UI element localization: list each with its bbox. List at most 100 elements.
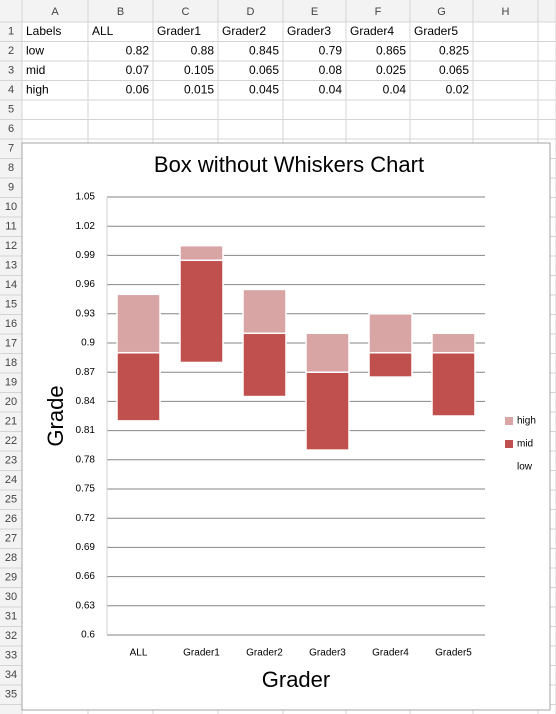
y-tick-label: 0.72 <box>76 513 96 524</box>
legend-label: mid <box>517 439 533 450</box>
y-tick-label: 0.81 <box>76 425 96 436</box>
row-header: 1 <box>8 26 14 38</box>
row-header: 17 <box>5 338 17 350</box>
bar-segment <box>242 288 287 335</box>
column-header: G <box>437 6 446 18</box>
column-header: A <box>51 6 59 18</box>
row-header: 24 <box>5 474 17 486</box>
chart: Box without Whiskers Chart Grader Grade … <box>21 142 551 711</box>
row-header: 21 <box>5 416 17 428</box>
row-header: 28 <box>5 552 17 564</box>
y-tick-label: 1.05 <box>76 192 96 203</box>
cell: 0.065 <box>439 63 469 77</box>
column-header: E <box>311 6 318 18</box>
row-header: 6 <box>8 123 14 135</box>
legend-label: high <box>517 416 536 427</box>
row-header: 5 <box>8 104 14 116</box>
bar-segment <box>305 332 350 373</box>
cell: 0.845 <box>249 43 279 57</box>
cell: 0.045 <box>249 82 279 96</box>
cell: 0.02 <box>446 82 470 96</box>
cell: Grader2 <box>222 24 266 38</box>
row-header: 4 <box>8 84 14 96</box>
row-header: 30 <box>5 591 17 603</box>
row-header: 8 <box>8 162 14 174</box>
cell: Grader1 <box>157 24 201 38</box>
cell: 0.015 <box>184 82 214 96</box>
row-header: 18 <box>5 357 17 369</box>
y-tick-label: 0.78 <box>76 454 96 465</box>
y-tick-label: 1.02 <box>76 221 96 232</box>
legend-swatch <box>505 417 513 425</box>
cell: 0.82 <box>126 43 150 57</box>
row-header: 32 <box>5 630 17 642</box>
y-tick-label: 0.6 <box>81 630 95 641</box>
cell: 0.06 <box>126 82 150 96</box>
column-header: D <box>247 6 255 18</box>
cell: 0.825 <box>439 43 469 57</box>
cell: 0.105 <box>184 63 214 77</box>
bar-segment <box>242 332 287 398</box>
cell: high <box>26 82 49 96</box>
y-tick-label: 0.84 <box>76 396 96 407</box>
row-header: 9 <box>8 182 14 194</box>
cell: 0.79 <box>319 43 343 57</box>
cell: Labels <box>26 24 61 38</box>
row-header: 14 <box>5 279 17 291</box>
legend-label: low <box>517 462 533 473</box>
chart-title: Box without Whiskers Chart <box>154 152 424 177</box>
y-tick-label: 0.93 <box>76 308 96 319</box>
y-tick-label: 0.96 <box>76 279 96 290</box>
y-tick-label: 0.69 <box>76 542 96 553</box>
row-header: 10 <box>5 201 17 213</box>
legend-swatch <box>505 440 513 448</box>
bar-segment <box>179 259 224 364</box>
cell: 0.025 <box>376 63 406 77</box>
cell: 0.88 <box>191 43 215 57</box>
y-tick-label: 0.66 <box>76 571 96 582</box>
cell: Grader5 <box>414 24 458 38</box>
x-tick-label: ALL <box>130 648 148 659</box>
bar-segment <box>116 293 161 354</box>
chart-area <box>21 142 551 711</box>
x-tick-label: Grader4 <box>372 648 409 659</box>
row-header: 31 <box>5 611 17 623</box>
cell: 0.04 <box>319 82 343 96</box>
y-tick-label: 0.63 <box>76 600 96 611</box>
row-header: 26 <box>5 513 17 525</box>
row-header: 27 <box>5 533 17 545</box>
bar-segment <box>431 332 476 354</box>
row-header: 23 <box>5 455 17 467</box>
row-header: 29 <box>5 572 17 584</box>
bar-segment <box>368 313 413 354</box>
cell: Grader4 <box>350 24 394 38</box>
row-header: 22 <box>5 435 17 447</box>
bar-segment <box>179 244 224 262</box>
row-header: 2 <box>8 45 14 57</box>
row-header: 35 <box>5 689 17 701</box>
bar-segment <box>368 351 413 378</box>
cell: 0.04 <box>383 82 407 96</box>
row-header: 13 <box>5 260 17 272</box>
cell: mid <box>26 63 45 77</box>
row-header: 25 <box>5 494 17 506</box>
cell: low <box>26 43 44 57</box>
row-header: 19 <box>5 377 17 389</box>
cell: Grader3 <box>287 24 331 38</box>
row-header: 3 <box>8 65 14 77</box>
row-header: 20 <box>5 396 17 408</box>
cell: 0.08 <box>319 63 343 77</box>
bar-segment <box>305 371 350 451</box>
cell: 0.07 <box>126 63 150 77</box>
row-header: 11 <box>5 221 16 233</box>
x-tick-label: Grader2 <box>246 648 283 659</box>
column-header-bar <box>0 0 556 22</box>
row-header: 7 <box>8 143 14 155</box>
column-header: B <box>117 6 124 18</box>
row-header: 15 <box>5 299 17 311</box>
x-axis-label: Grader <box>262 667 330 692</box>
row-header: 34 <box>5 669 17 681</box>
bar-segment <box>116 351 161 422</box>
y-tick-label: 0.75 <box>76 484 96 495</box>
